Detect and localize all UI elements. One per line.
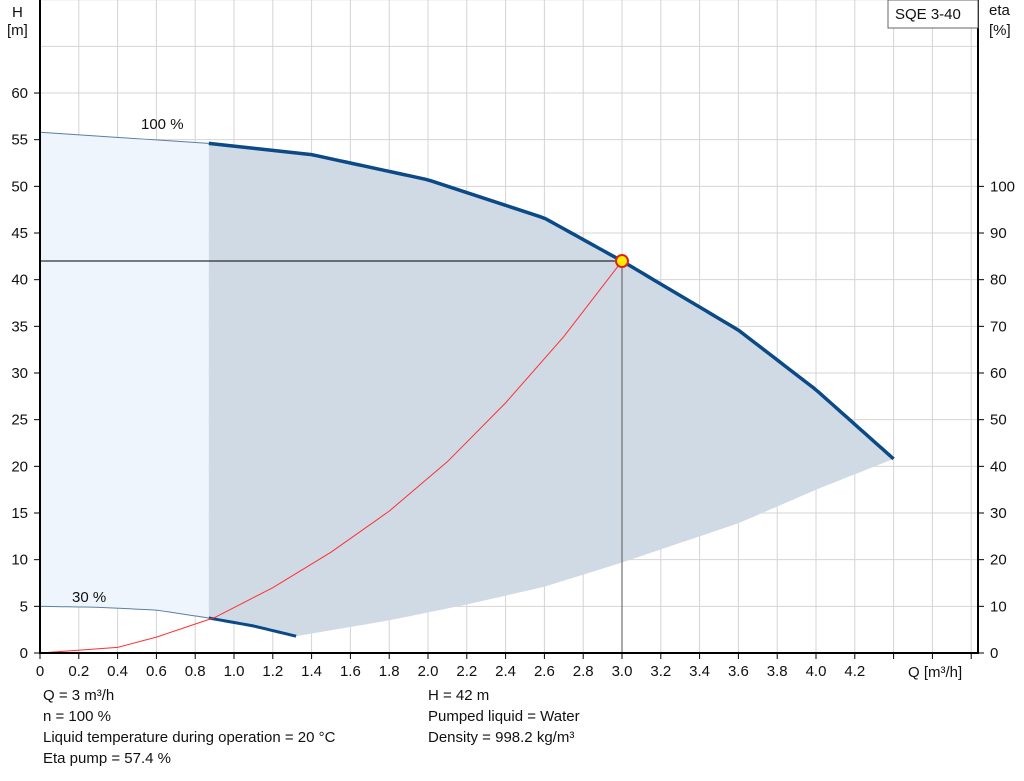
x-tick-label: 0 [36,663,44,680]
y-left-tick-label: 60 [11,85,28,102]
x-tick-label: 2.6 [534,663,555,680]
area-operating-range [208,143,894,637]
curve-100-thin [39,131,209,144]
y-left-tick-label: 45 [11,225,28,242]
y-left-tick-label: 10 [11,552,28,569]
x-tick-label: 4.2 [844,663,865,680]
y-left-tick-label: 15 [11,505,28,522]
y-left-tick-label: 50 [11,178,28,195]
x-tick-label: 0.4 [107,663,128,680]
label-100-percent: 100 % [141,116,184,133]
x-tick-label: 0.2 [68,663,89,680]
info-head: H = 42 m [428,687,490,704]
x-tick-label: 2.0 [418,663,439,680]
system-curve [39,260,623,654]
chart-title: SQE 3-40 [895,6,961,23]
info-right: H = 42 m Pumped liquid = Water Density =… [428,685,580,748]
duty-point[interactable] [615,254,629,269]
y-left-tick-label: 40 [11,272,28,289]
x-tick-label: 3.2 [650,663,671,680]
x-tick-label: 3.4 [689,663,710,680]
x-tick-label: 1.8 [379,663,400,680]
x-tick-label: 2.2 [456,663,477,680]
x-tick-label: 0.6 [146,663,167,680]
title-box [887,0,979,29]
info-flow: Q = 3 m³/h [43,687,115,704]
x-tick-label: 3.0 [612,663,633,680]
y-left-tick-label: 20 [11,458,28,475]
y-left-tick-label: 55 [11,132,28,149]
x-tick-label: 3.6 [728,663,749,680]
info-liquid: Pumped liquid = Water [428,708,580,725]
x-tick-label: 1.0 [224,663,245,680]
y-left-tick-label: 25 [11,412,28,429]
y-right-label: eta [989,2,1011,19]
info-density: Density = 998.2 kg/m³ [428,729,575,746]
y-right-tick-label: 100 [990,178,1015,195]
x-tick-label: 3.8 [767,663,788,680]
info-temperature: Liquid temperature during operation = 20… [43,729,336,746]
y-right-tick-label: 80 [990,272,1007,289]
y-right-tick-label: 0 [990,645,998,662]
y-right-tick-label: 10 [990,598,1007,615]
y-left-tick-label: 35 [11,318,28,335]
x-tick-label: 4.0 [806,663,827,680]
y-right-tick-label: 40 [990,458,1007,475]
y-right-tick-label: 50 [990,412,1007,429]
y-right-unit: [%] [989,22,1011,39]
x-tick-label: 1.2 [262,663,283,680]
x-axis-label: Q [m³/h] [908,664,962,681]
x-tick-label: 2.8 [573,663,594,680]
area-low-flow [40,132,209,619]
curve-30-thin [39,605,209,619]
info-eta: Eta pump = 57.4 % [43,750,171,767]
chart-svg: 0 0.2 0.4 0.6 0.8 1.0 1.2 1.4 1.6 1.8 2.0 2.2 2.4 2.6… [7,0,1015,681]
y-left-tick-label: 5 [20,598,28,615]
y-left-label: H [12,4,23,21]
y-right-tick-label: 20 [990,552,1007,569]
y-right-tick-label: 30 [990,505,1007,522]
curve-100-percent [208,141,895,461]
y-left-tick-label: 30 [11,365,28,382]
x-tick-label: 1.4 [301,663,322,680]
y-left-unit: [m] [7,22,28,39]
y-right-tick-label: 90 [990,225,1007,242]
y-right-tick-label: 60 [990,365,1007,382]
y-left-tick-label: 0 [20,645,28,662]
x-tick-label: 1.6 [340,663,361,680]
curve-30-percent [208,616,297,638]
y-right-tick-label: 70 [990,318,1007,335]
label-30-percent: 30 % [72,589,106,606]
x-tick-label: 0.8 [185,663,206,680]
info-left: Q = 3 m³/h n = 100 % Liquid temperature … [43,685,335,769]
info-speed: n = 100 % [43,708,111,725]
x-tick-label: 2.4 [495,663,516,680]
